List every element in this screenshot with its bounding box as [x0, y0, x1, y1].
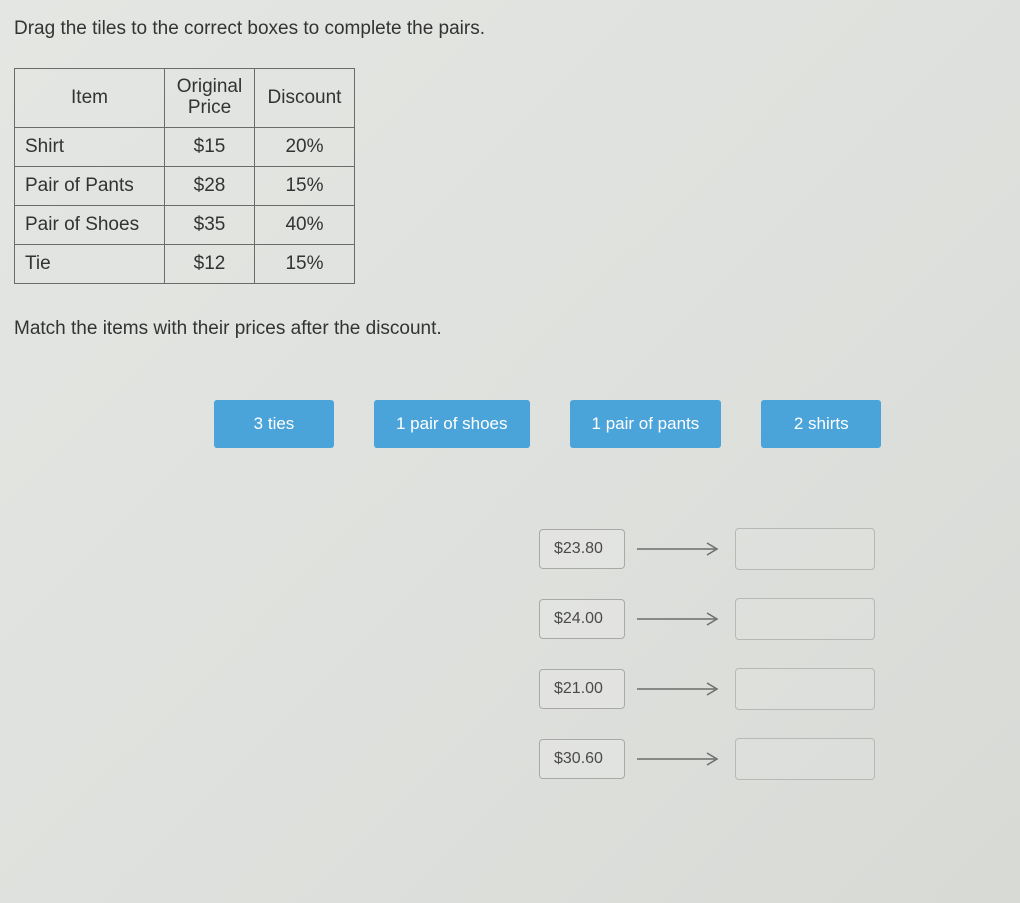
- arrow-right-icon: [637, 539, 727, 559]
- arrow-right-icon: [637, 609, 727, 629]
- sub-instruction-text: Match the items with their prices after …: [14, 318, 1006, 340]
- draggable-tile[interactable]: 1 pair of shoes: [374, 400, 530, 448]
- price-box: $30.60: [539, 739, 625, 779]
- table-row: Pair of Shoes $35 40%: [15, 205, 355, 244]
- draggable-tile[interactable]: 2 shirts: [761, 400, 881, 448]
- cell-discount: 15%: [255, 166, 355, 205]
- cell-item: Tie: [15, 244, 165, 283]
- drop-target[interactable]: [735, 738, 875, 780]
- table-row: Pair of Pants $28 15%: [15, 166, 355, 205]
- th-item: Item: [15, 69, 165, 128]
- draggable-tile[interactable]: 3 ties: [214, 400, 334, 448]
- price-box: $23.80: [539, 529, 625, 569]
- cell-price: $28: [165, 166, 255, 205]
- instruction-text: Drag the tiles to the correct boxes to c…: [14, 18, 1006, 40]
- cell-price: $15: [165, 127, 255, 166]
- drop-target[interactable]: [735, 598, 875, 640]
- th-discount: Discount: [255, 69, 355, 128]
- price-table: Item Original Price Discount Shirt $15 2…: [14, 68, 355, 284]
- th-price: Original Price: [165, 69, 255, 128]
- cell-discount: 40%: [255, 205, 355, 244]
- arrow-right-icon: [637, 749, 727, 769]
- pair-row: $30.60: [539, 738, 1006, 780]
- price-box: $24.00: [539, 599, 625, 639]
- drop-target[interactable]: [735, 668, 875, 710]
- pairs-area: $23.80 $24.00 $21.00 $30.60: [14, 528, 1006, 780]
- draggable-tile[interactable]: 1 pair of pants: [570, 400, 722, 448]
- cell-discount: 20%: [255, 127, 355, 166]
- table-row: Shirt $15 20%: [15, 127, 355, 166]
- pair-row: $21.00: [539, 668, 1006, 710]
- cell-discount: 15%: [255, 244, 355, 283]
- cell-item: Pair of Shoes: [15, 205, 165, 244]
- cell-price: $35: [165, 205, 255, 244]
- cell-price: $12: [165, 244, 255, 283]
- table-row: Tie $12 15%: [15, 244, 355, 283]
- tiles-row: 3 ties 1 pair of shoes 1 pair of pants 2…: [14, 400, 1006, 448]
- cell-item: Pair of Pants: [15, 166, 165, 205]
- price-box: $21.00: [539, 669, 625, 709]
- pair-row: $23.80: [539, 528, 1006, 570]
- arrow-right-icon: [637, 679, 727, 699]
- cell-item: Shirt: [15, 127, 165, 166]
- pair-row: $24.00: [539, 598, 1006, 640]
- drop-target[interactable]: [735, 528, 875, 570]
